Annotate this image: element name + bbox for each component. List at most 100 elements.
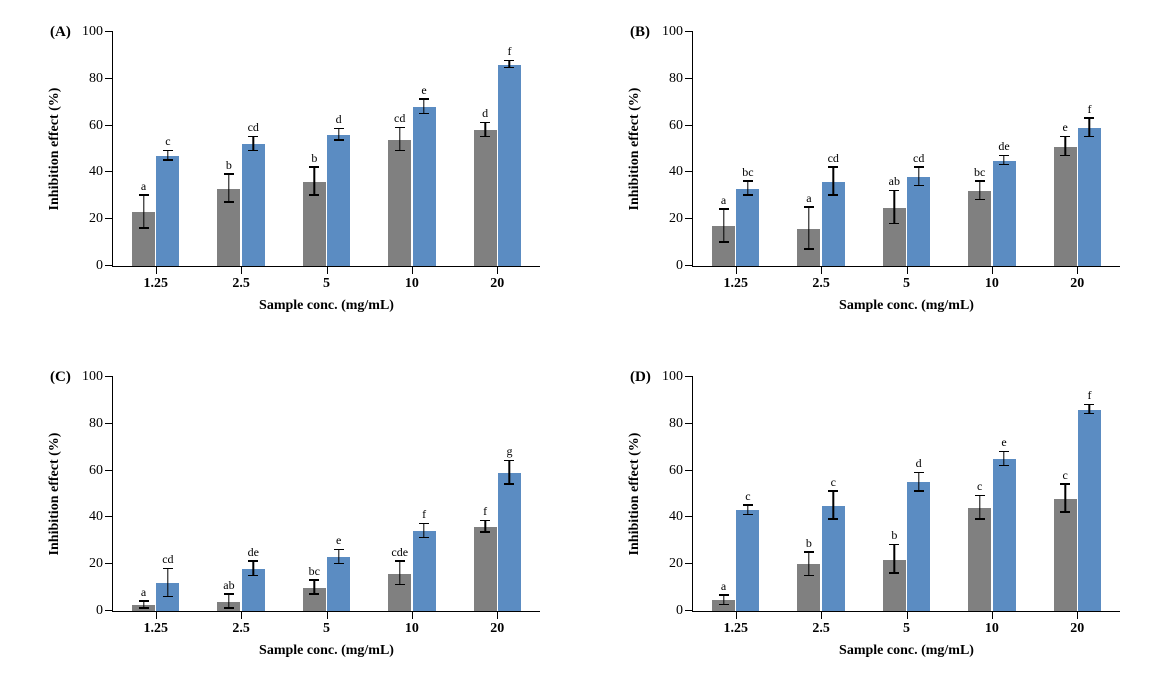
error-cap: [419, 98, 429, 99]
error-bar: [399, 562, 400, 585]
error-cap: [419, 113, 429, 114]
error-cap: [889, 190, 899, 191]
panel-b: (B) Inhibition effect (%)Sample conc. (m…: [610, 20, 1130, 325]
error-cap: [480, 520, 490, 521]
significance-label: f: [422, 507, 426, 522]
error-cap: [334, 563, 344, 564]
x-tick-label: 10: [985, 276, 999, 292]
y-tick: [105, 470, 113, 471]
error-cap: [480, 136, 490, 137]
bar-s2: [413, 531, 436, 611]
x-tick: [992, 266, 993, 274]
error-cap: [309, 194, 319, 195]
error-cap: [395, 150, 405, 151]
x-tick: [497, 266, 498, 274]
y-tick-label: 20: [669, 556, 683, 572]
error-cap: [504, 67, 514, 68]
y-tick: [105, 563, 113, 564]
bar-s2: [1078, 128, 1101, 266]
significance-label: a: [806, 191, 811, 206]
significance-label: d: [336, 112, 342, 127]
error-cap: [139, 607, 149, 608]
significance-label: d: [482, 106, 488, 121]
bar-s2: [156, 156, 179, 266]
y-tick: [105, 423, 113, 424]
bar-s2: [327, 557, 350, 611]
significance-label: c: [165, 134, 170, 149]
error-cap: [309, 166, 319, 167]
error-bar: [143, 196, 144, 229]
error-cap: [1084, 413, 1094, 414]
x-tick-label: 20: [490, 276, 504, 292]
bar-s2: [327, 135, 350, 266]
x-tick: [327, 266, 328, 274]
significance-label: bc: [309, 564, 320, 579]
x-tick: [327, 611, 328, 619]
panel-d: (D) Inhibition effect (%)Sample conc. (m…: [610, 365, 1130, 670]
y-axis-title: Inhibition effect (%): [47, 433, 63, 556]
y-tick: [685, 516, 693, 517]
significance-label: f: [1087, 388, 1091, 403]
x-tick-label: 20: [1070, 621, 1084, 637]
x-tick-label: 10: [985, 621, 999, 637]
error-bar: [1064, 137, 1065, 156]
x-axis-title: Sample conc. (mg/mL): [839, 643, 974, 659]
error-cap: [248, 560, 258, 561]
error-cap: [914, 185, 924, 186]
bar-s2: [907, 177, 930, 266]
y-tick: [685, 470, 693, 471]
error-cap: [504, 60, 514, 61]
y-tick-label: 40: [89, 164, 103, 180]
error-cap: [1060, 136, 1070, 137]
error-cap: [1084, 117, 1094, 118]
significance-label: a: [721, 579, 726, 594]
x-tick-label: 10: [405, 276, 419, 292]
error-cap: [743, 194, 753, 195]
error-cap: [334, 139, 344, 140]
error-cap: [224, 607, 234, 608]
y-tick-label: 20: [89, 211, 103, 227]
bar-s1: [474, 527, 497, 611]
error-cap: [395, 584, 405, 585]
y-tick: [685, 125, 693, 126]
y-tick-label: 60: [89, 463, 103, 479]
error-cap: [163, 159, 173, 160]
error-cap: [163, 150, 173, 151]
x-tick-label: 2.5: [232, 621, 250, 637]
significance-label: cd: [162, 552, 173, 567]
error-bar: [314, 168, 315, 196]
error-cap: [139, 227, 149, 228]
error-bar: [509, 461, 510, 484]
significance-label: b: [891, 528, 897, 543]
error-cap: [999, 164, 1009, 165]
y-tick: [685, 563, 693, 564]
x-tick-label: 1.25: [723, 276, 748, 292]
error-cap: [743, 514, 753, 515]
significance-label: ab: [889, 174, 900, 189]
bar-s2: [413, 107, 436, 266]
y-tick: [105, 78, 113, 79]
x-tick-label: 2.5: [812, 621, 830, 637]
x-tick-label: 5: [323, 621, 330, 637]
y-tick: [105, 125, 113, 126]
y-tick-label: 60: [89, 118, 103, 134]
significance-label: cd: [828, 151, 839, 166]
error-cap: [719, 208, 729, 209]
x-tick: [907, 266, 908, 274]
error-bar: [979, 182, 980, 201]
significance-label: cde: [391, 545, 408, 560]
y-tick: [685, 78, 693, 79]
x-axis-title: Sample conc. (mg/mL): [259, 298, 394, 314]
x-tick-label: 5: [903, 621, 910, 637]
error-cap: [889, 572, 899, 573]
y-tick: [685, 265, 693, 266]
bar-s1: [474, 130, 497, 266]
x-tick: [992, 611, 993, 619]
bar-s2: [993, 161, 1016, 266]
significance-label: e: [1001, 435, 1006, 450]
x-axis-title: Sample conc. (mg/mL): [259, 643, 394, 659]
error-cap: [828, 518, 838, 519]
x-tick-label: 5: [903, 276, 910, 292]
significance-label: de: [998, 139, 1009, 154]
error-cap: [480, 531, 490, 532]
